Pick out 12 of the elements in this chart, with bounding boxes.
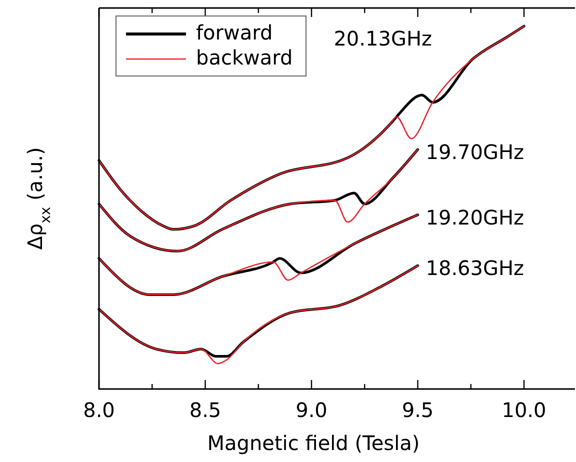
x-tick-label: 8.0: [83, 398, 115, 422]
x-tick-label: 9.5: [402, 398, 434, 422]
x-tick-label: 9.0: [296, 398, 328, 422]
x-axis-title: Magnetic field (Tesla): [207, 431, 420, 455]
x-tick-label: 8.5: [189, 398, 222, 422]
annotation: 20.13GHz: [334, 26, 432, 51]
legend-label: forward: [196, 20, 273, 44]
legend-label: backward: [196, 45, 293, 70]
annotation: 19.70GHz: [426, 140, 524, 164]
annotation: 19.20GHz: [426, 205, 524, 230]
annotation: 18.63GHz: [426, 256, 524, 280]
x-tick-label: 10.0: [502, 398, 546, 422]
